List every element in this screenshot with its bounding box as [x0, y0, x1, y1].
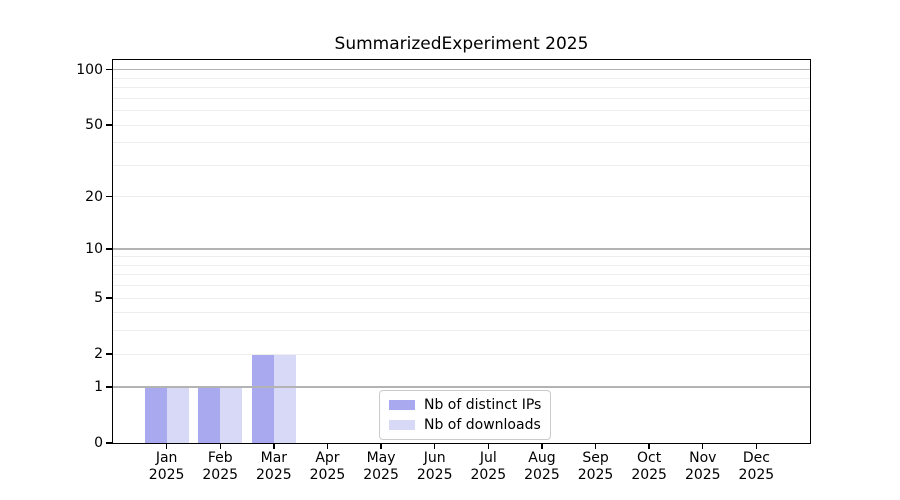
bar-distinct-ips-mar: [251, 354, 274, 443]
legend-label-distinct-ips: Nb of distinct IPs: [424, 397, 542, 413]
y-tick-label: 20: [85, 188, 103, 205]
bar-downloads-feb: [220, 386, 243, 443]
gridline-minor: [113, 196, 810, 198]
gridline-minor: [113, 164, 810, 166]
gridline-minor: [113, 353, 810, 355]
bar-distinct-ips-jan: [144, 386, 167, 443]
x-tick-label: Jul 2025: [470, 450, 507, 483]
legend-item-distinct-ips: Nb of distinct IPs: [389, 397, 541, 413]
y-tick-mark: [106, 69, 112, 71]
plot-area: 0 1 2 5 10 20 50 100 Jan 2025 Feb 2025 Mar 2025 Apr…: [76, 60, 810, 483]
y-tick-mark: [106, 386, 112, 388]
chart-title: SummarizedExperiment 2025: [334, 34, 589, 54]
x-tick-mark: [273, 444, 275, 450]
y-tick-mark: [106, 124, 112, 126]
x-tick-label: Sep 2025: [577, 450, 614, 483]
x-tick-mark: [541, 444, 543, 450]
x-tick-mark: [433, 444, 436, 450]
gridline-major: [113, 248, 810, 250]
x-tick-mark: [648, 444, 650, 450]
y-tick-mark: [106, 353, 112, 355]
x-tick-mark: [487, 444, 489, 450]
bar-downloads-jan: [166, 386, 189, 443]
gridline-minor: [113, 285, 810, 287]
x-tick-label: Mar 2025: [256, 450, 292, 483]
gridline-minor: [113, 297, 810, 299]
gridline-minor: [113, 330, 810, 332]
gridline-minor: [113, 264, 810, 266]
x-tick-mark: [755, 444, 758, 450]
y-tick-label: 10: [85, 241, 103, 258]
x-tick-mark: [380, 444, 382, 450]
gridline-minor: [113, 274, 810, 276]
gridline-major: [113, 69, 810, 71]
x-tick-label: Aug 2025: [524, 450, 560, 483]
y-tick-label: 50: [85, 117, 103, 134]
x-tick-label: Apr 2025: [309, 450, 346, 483]
y-tick-mark: [106, 196, 112, 198]
gridline-minor: [113, 97, 810, 99]
legend-label-downloads: Nb of downloads: [424, 417, 541, 433]
bar-downloads-mar: [273, 354, 296, 443]
legend-item-downloads: Nb of downloads: [389, 417, 541, 433]
x-tick-label: Oct 2025: [631, 450, 667, 483]
gridline-minor: [113, 87, 810, 89]
x-tick-label: Jan 2025: [148, 450, 185, 483]
x-tick-label: Dec 2025: [738, 450, 775, 483]
gridline-minor: [113, 312, 810, 314]
gridline-minor: [113, 142, 810, 144]
bar-distinct-ips-feb: [198, 386, 221, 443]
x-tick-mark: [326, 444, 329, 450]
x-tick-mark: [594, 444, 597, 450]
legend-swatch-distinct-ips: [389, 400, 415, 410]
gridline-minor: [113, 124, 810, 126]
y-tick-mark: [106, 297, 112, 299]
x-tick-label: Nov 2025: [684, 450, 721, 483]
y-tick-label: 0: [94, 435, 103, 451]
x-tick-label: May 2025: [363, 450, 399, 483]
gridline-minor: [113, 256, 810, 258]
x-tick-label: Feb 2025: [202, 450, 239, 483]
x-tick-mark: [219, 444, 221, 450]
legend: Nb of distinct IPs Nb of downloads: [379, 390, 552, 440]
y-tick-label: 100: [76, 61, 103, 78]
gridline-minor: [113, 110, 810, 112]
x-tick-mark: [702, 444, 704, 450]
gridline-minor: [113, 77, 810, 79]
y-tick-label: 5: [94, 290, 103, 307]
x-tick-mark: [165, 444, 168, 450]
y-tick-mark: [106, 442, 112, 444]
x-tick-label: Jun 2025: [416, 450, 453, 483]
y-tick-label: 1: [94, 378, 103, 395]
gridline-major: [113, 386, 810, 388]
y-tick-mark: [106, 248, 112, 250]
legend-swatch-downloads: [389, 420, 415, 430]
y-tick-label: 2: [94, 346, 103, 363]
